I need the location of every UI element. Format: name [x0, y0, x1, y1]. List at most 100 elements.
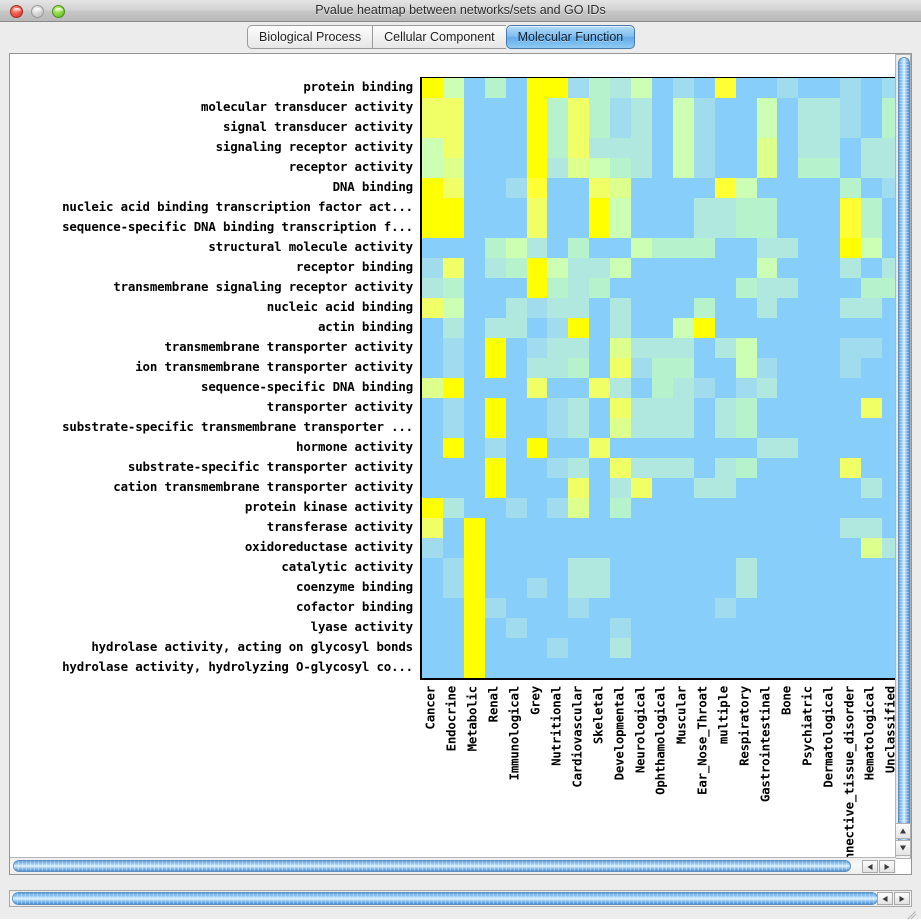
- heatmap-cell[interactable]: [735, 418, 757, 438]
- heatmap-cell[interactable]: [589, 138, 611, 158]
- heatmap-cell[interactable]: [714, 558, 736, 578]
- heatmap-cell[interactable]: [547, 458, 569, 478]
- heatmap-cell[interactable]: [484, 78, 506, 98]
- heatmap-cell[interactable]: [463, 158, 485, 178]
- heatmap-cell[interactable]: [714, 238, 736, 258]
- heatmap-cell[interactable]: [484, 458, 506, 478]
- heatmap-cell[interactable]: [463, 98, 485, 118]
- heatmap-cell[interactable]: [422, 558, 443, 578]
- heatmap-cell[interactable]: [693, 658, 715, 678]
- heatmap-cell[interactable]: [505, 238, 527, 258]
- heatmap-cell[interactable]: [840, 338, 862, 358]
- heatmap-cell[interactable]: [861, 518, 882, 538]
- heatmap-cell[interactable]: [631, 598, 652, 618]
- heatmap-cell[interactable]: [672, 298, 694, 318]
- heatmap-cell[interactable]: [422, 138, 443, 158]
- close-button[interactable]: [10, 5, 23, 18]
- heatmap-cell[interactable]: [547, 298, 569, 318]
- heatmap-cell[interactable]: [714, 78, 736, 98]
- heatmap-cell[interactable]: [881, 538, 896, 558]
- heatmap-cell[interactable]: [463, 138, 485, 158]
- heatmap-cell[interactable]: [735, 178, 757, 198]
- heatmap-cell[interactable]: [861, 438, 882, 458]
- heatmap-cell[interactable]: [442, 558, 464, 578]
- heatmap-cell[interactable]: [442, 338, 464, 358]
- heatmap-cell[interactable]: [610, 138, 632, 158]
- heatmap-cell[interactable]: [861, 338, 882, 358]
- heatmap-cell[interactable]: [693, 138, 715, 158]
- heatmap-cell[interactable]: [714, 218, 736, 238]
- heatmap-cell[interactable]: [881, 518, 896, 538]
- heatmap-cell[interactable]: [672, 418, 694, 438]
- heatmap-cell[interactable]: [422, 518, 443, 538]
- heatmap-cell[interactable]: [672, 478, 694, 498]
- heatmap-cell[interactable]: [693, 618, 715, 638]
- heatmap-cell[interactable]: [819, 638, 841, 658]
- heatmap-cell[interactable]: [651, 398, 673, 418]
- heatmap-cell[interactable]: [861, 598, 882, 618]
- heatmap-cell[interactable]: [442, 458, 464, 478]
- tab-biological-process[interactable]: Biological Process: [247, 25, 373, 49]
- heatmap-cell[interactable]: [861, 138, 882, 158]
- heatmap-cell[interactable]: [756, 458, 778, 478]
- heatmap-cell[interactable]: [610, 298, 632, 318]
- heatmap-cell[interactable]: [442, 638, 464, 658]
- heatmap-cell[interactable]: [526, 138, 548, 158]
- heatmap-cell[interactable]: [777, 538, 799, 558]
- heatmap-cell[interactable]: [714, 158, 736, 178]
- heatmap-cell[interactable]: [547, 358, 569, 378]
- heatmap-cell[interactable]: [631, 338, 652, 358]
- heatmap-cell[interactable]: [526, 658, 548, 678]
- horizontal-scrollbar-thumb[interactable]: [13, 860, 851, 872]
- heatmap-cell[interactable]: [756, 198, 778, 218]
- heatmap-cell[interactable]: [651, 558, 673, 578]
- heatmap-cell[interactable]: [693, 538, 715, 558]
- heatmap-cell[interactable]: [589, 478, 611, 498]
- heatmap-cell[interactable]: [798, 498, 820, 518]
- heatmap-cell[interactable]: [463, 418, 485, 438]
- heatmap-cell[interactable]: [463, 658, 485, 678]
- heatmap-cell[interactable]: [693, 278, 715, 298]
- heatmap-cell[interactable]: [840, 378, 862, 398]
- heatmap-cell[interactable]: [819, 478, 841, 498]
- heatmap-cell[interactable]: [693, 518, 715, 538]
- heatmap-cell[interactable]: [756, 638, 778, 658]
- heatmap-cell[interactable]: [819, 418, 841, 438]
- heatmap-cell[interactable]: [798, 78, 820, 98]
- heatmap-cell[interactable]: [589, 538, 611, 558]
- heatmap-cell[interactable]: [484, 558, 506, 578]
- heatmap-cell[interactable]: [463, 638, 485, 658]
- heatmap-cell[interactable]: [735, 398, 757, 418]
- heatmap-cell[interactable]: [442, 658, 464, 678]
- heatmap-cell[interactable]: [547, 658, 569, 678]
- heatmap-cell[interactable]: [714, 338, 736, 358]
- heatmap-cell[interactable]: [547, 258, 569, 278]
- heatmap-cell[interactable]: [463, 178, 485, 198]
- heatmap-cell[interactable]: [861, 118, 882, 138]
- heatmap-cell[interactable]: [547, 238, 569, 258]
- heatmap-cell[interactable]: [631, 498, 652, 518]
- heatmap-cell[interactable]: [631, 538, 652, 558]
- heatmap-cell[interactable]: [756, 598, 778, 618]
- heatmap-cell[interactable]: [840, 638, 862, 658]
- heatmap-cell[interactable]: [756, 558, 778, 578]
- heatmap-cell[interactable]: [693, 418, 715, 438]
- heatmap-cell[interactable]: [735, 498, 757, 518]
- heatmap-cell[interactable]: [422, 298, 443, 318]
- heatmap-cell[interactable]: [631, 418, 652, 438]
- heatmap-cell[interactable]: [777, 138, 799, 158]
- heatmap-cell[interactable]: [861, 558, 882, 578]
- heatmap-cell[interactable]: [547, 618, 569, 638]
- heatmap-cell[interactable]: [589, 318, 611, 338]
- heatmap-cell[interactable]: [861, 278, 882, 298]
- heatmap-cell[interactable]: [631, 318, 652, 338]
- heatmap-cell[interactable]: [693, 198, 715, 218]
- heatmap-cell[interactable]: [881, 418, 896, 438]
- heatmap-cell[interactable]: [463, 338, 485, 358]
- heatmap-cell[interactable]: [798, 658, 820, 678]
- heatmap-cell[interactable]: [798, 238, 820, 258]
- heatmap-cell[interactable]: [589, 458, 611, 478]
- heatmap-cell[interactable]: [735, 158, 757, 178]
- heatmap-cell[interactable]: [798, 638, 820, 658]
- tab-cellular-component[interactable]: Cellular Component: [372, 25, 506, 49]
